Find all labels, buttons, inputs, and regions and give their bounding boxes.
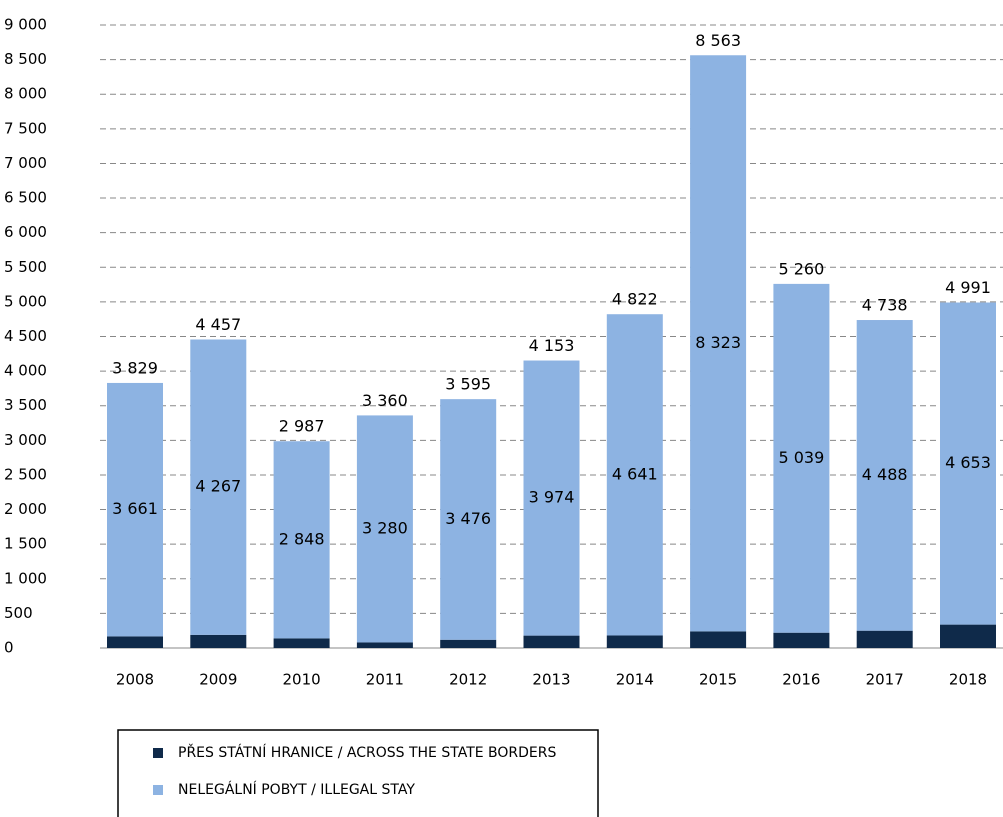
x-tick-label: 2013 [532, 671, 570, 689]
y-tick-label: 4 500 [4, 327, 47, 345]
segment-label: 3 661 [112, 499, 158, 518]
x-tick-label: 2010 [283, 671, 321, 689]
x-tick-label: 2017 [866, 671, 904, 689]
bar-segment [773, 283, 830, 633]
total-label: 2 987 [279, 417, 325, 436]
legend-label: PŘES STÁTNÍ HRANICE / ACROSS THE STATE B… [178, 744, 557, 761]
bar-segment [856, 630, 913, 648]
segment-label: 4 488 [862, 465, 908, 484]
x-tick-label: 2009 [199, 671, 237, 689]
bar-segment [190, 339, 247, 635]
bar-segment [773, 632, 830, 648]
y-tick-label: 3 500 [4, 396, 47, 414]
y-tick-label: 1 500 [4, 535, 47, 553]
x-tick-label: 2012 [449, 671, 487, 689]
total-label: 3 360 [362, 391, 408, 410]
total-label: 3 829 [112, 358, 158, 377]
y-tick-label: 3 000 [4, 431, 47, 449]
legend-label: NELEGÁLNÍ POBYT / ILLEGAL STAY [178, 781, 415, 798]
segment-label: 4 641 [612, 464, 658, 483]
segment-label: 8 323 [695, 333, 741, 352]
bar-segment [440, 639, 497, 648]
y-tick-label: 5 500 [4, 258, 47, 276]
bar-segment [273, 638, 330, 648]
segment-label: 3 280 [362, 518, 408, 537]
x-tick-label: 2011 [366, 671, 404, 689]
y-tick-label: 8 000 [4, 85, 47, 103]
bar-segment [356, 642, 413, 648]
y-tick-label: 0 [4, 639, 14, 657]
bar-segment [440, 399, 497, 640]
bar-segment [940, 302, 996, 625]
bar-segment [856, 320, 913, 631]
y-tick-label: 7 000 [4, 154, 47, 172]
y-tick-label: 6 500 [4, 189, 47, 207]
x-tick-label: 2018 [949, 671, 987, 689]
bar-segment [273, 441, 330, 639]
bar-segment [606, 635, 663, 648]
bar-segment [107, 636, 163, 648]
segment-label: 4 267 [195, 477, 241, 496]
y-tick-label: 7 500 [4, 119, 47, 137]
y-tick-label: 8 500 [4, 50, 47, 68]
bar-segment [190, 634, 247, 648]
x-tick-label: 2016 [782, 671, 820, 689]
total-label: 4 822 [612, 290, 658, 309]
segment-label: 3 974 [529, 488, 575, 507]
bar-segment [356, 415, 413, 643]
legend-swatch [153, 785, 163, 795]
legend-swatch [153, 748, 163, 758]
legend-box [117, 729, 599, 817]
y-tick-label: 500 [4, 604, 33, 622]
segment-label: 2 848 [279, 529, 325, 548]
total-label: 4 991 [945, 278, 991, 297]
segment-label: 5 039 [778, 448, 824, 467]
bar-segment [690, 631, 747, 648]
bar-segment [107, 382, 163, 637]
x-tick-label: 2014 [616, 671, 654, 689]
x-tick-label: 2015 [699, 671, 737, 689]
total-label: 4 153 [529, 336, 575, 355]
total-label: 4 457 [195, 315, 241, 334]
y-tick-label: 2 500 [4, 465, 47, 483]
bar-segment [940, 624, 996, 648]
y-tick-label: 9 000 [4, 16, 47, 34]
segment-label: 3 476 [445, 509, 491, 528]
bar-segment [606, 314, 663, 636]
total-label: 8 563 [695, 31, 741, 50]
bar-segment [690, 55, 747, 632]
total-label: 3 595 [445, 375, 491, 394]
total-label: 5 260 [778, 259, 824, 278]
y-tick-label: 6 000 [4, 223, 47, 241]
bar-segment [523, 360, 580, 636]
y-tick-label: 2 000 [4, 500, 47, 518]
y-tick-label: 5 000 [4, 292, 47, 310]
y-tick-label: 1 000 [4, 569, 47, 587]
segment-label: 4 653 [945, 453, 991, 472]
x-tick-label: 2008 [116, 671, 154, 689]
bar-segment [523, 635, 580, 648]
y-tick-label: 4 000 [4, 362, 47, 380]
total-label: 4 738 [862, 296, 908, 315]
